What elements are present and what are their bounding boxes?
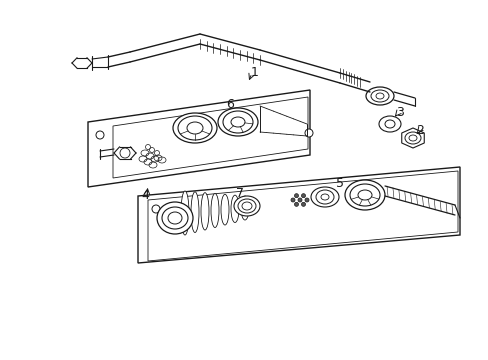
Ellipse shape	[157, 202, 193, 234]
Ellipse shape	[378, 116, 400, 132]
Ellipse shape	[301, 202, 305, 206]
Ellipse shape	[290, 198, 294, 202]
Ellipse shape	[310, 187, 338, 207]
Ellipse shape	[173, 113, 217, 143]
Ellipse shape	[191, 192, 199, 233]
Ellipse shape	[181, 191, 189, 235]
Ellipse shape	[230, 195, 239, 222]
Ellipse shape	[294, 194, 298, 198]
Text: 3: 3	[395, 105, 403, 118]
Text: 1: 1	[250, 66, 259, 78]
Ellipse shape	[345, 180, 384, 210]
Ellipse shape	[201, 193, 208, 230]
Text: 6: 6	[225, 98, 233, 111]
Ellipse shape	[301, 194, 305, 198]
Ellipse shape	[294, 202, 298, 206]
Ellipse shape	[365, 87, 393, 105]
Text: 4: 4	[141, 189, 149, 202]
Ellipse shape	[297, 198, 302, 202]
Ellipse shape	[221, 194, 228, 225]
Ellipse shape	[305, 198, 308, 202]
Ellipse shape	[234, 196, 260, 216]
Ellipse shape	[241, 196, 248, 220]
Ellipse shape	[218, 108, 258, 136]
Ellipse shape	[305, 129, 312, 137]
Ellipse shape	[404, 132, 420, 144]
Ellipse shape	[210, 194, 219, 228]
Text: 5: 5	[335, 176, 343, 189]
Text: 2: 2	[415, 123, 423, 136]
Text: 7: 7	[236, 186, 244, 199]
